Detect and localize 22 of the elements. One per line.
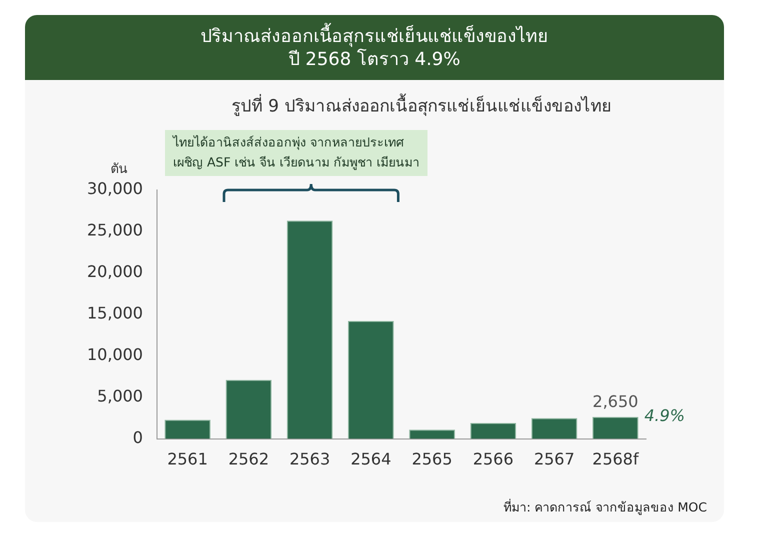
y-tick-label: 25,000 <box>87 220 143 240</box>
x-tick-label: 2566 <box>472 450 514 469</box>
annotation: 4.9% <box>644 406 686 425</box>
y-tick-label: 20,000 <box>87 262 143 282</box>
x-tick-label: 2562 <box>228 450 270 469</box>
y-tick-label: 15,000 <box>87 304 143 323</box>
y-tick-label: 0 <box>132 428 143 447</box>
text: ไทยได้อานิสงส์ส่งออกพุ่ง จากหลายประเทศ เผชิญ ASF เช่น จีน เวียดนาม กัมพูชา เมียนมา <box>172 134 420 170</box>
y-tick-label: 10,000 <box>87 345 143 364</box>
x-tick-label: 2563 <box>289 450 330 469</box>
text: ที่มา: คาดการณ์ จากข้อมูลของ MOC <box>504 498 708 516</box>
y-axis-title: ตัน <box>110 162 128 177</box>
x-tick-label: 2561 <box>167 450 208 469</box>
y-tick-label: 5,000 <box>97 386 143 406</box>
x-tick-label: 2567 <box>534 450 575 469</box>
x-tick-label: 2564 <box>350 450 392 469</box>
chart-title: ปริมาณส่งออกเนื้อสุกรแช่เย็นแช่แข็งของไทย ปี 2568 โตราว 4.9% <box>25 15 724 80</box>
x-tick-label: 2568f <box>592 450 639 469</box>
data-label: 2,650 <box>592 392 638 411</box>
y-tick-label: 30,000 <box>87 179 143 198</box>
chart-subtitle: รูปที่ 9 ปริมาณส่งออกเนื้อสุกรแช่เย็นแช่แข็งของไทย <box>232 93 612 116</box>
x-tick-label: 2565 <box>412 450 452 469</box>
